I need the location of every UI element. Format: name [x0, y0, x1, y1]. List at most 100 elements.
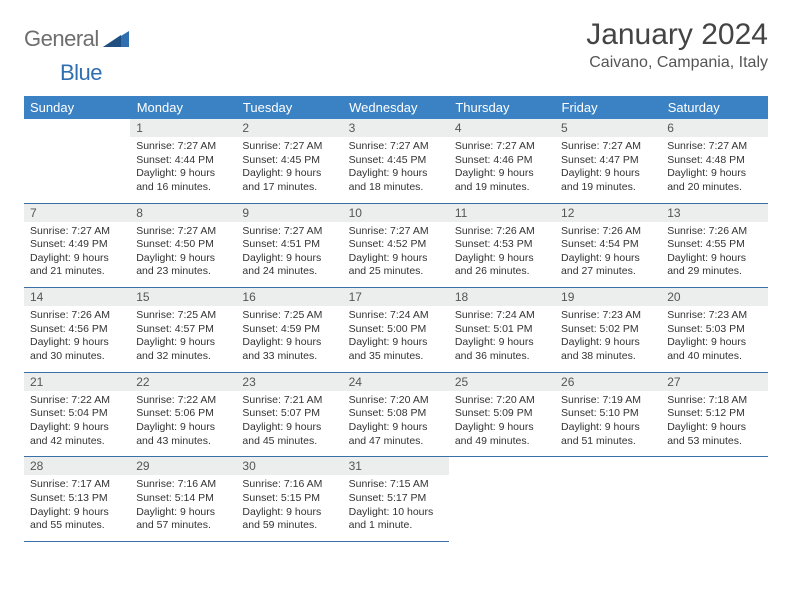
calendar-day-cell: 17Sunrise: 7:24 AMSunset: 5:00 PMDayligh… — [343, 288, 449, 373]
calendar-week-row: 21Sunrise: 7:22 AMSunset: 5:04 PMDayligh… — [24, 372, 768, 457]
calendar-day-cell: 3Sunrise: 7:27 AMSunset: 4:45 PMDaylight… — [343, 119, 449, 203]
day-number: 25 — [449, 373, 555, 391]
weekday-header: Saturday — [661, 96, 767, 119]
calendar-day-cell: 11Sunrise: 7:26 AMSunset: 4:53 PMDayligh… — [449, 203, 555, 288]
calendar-day-cell: . — [24, 119, 130, 203]
day-detail: Sunrise: 7:26 AMSunset: 4:56 PMDaylight:… — [24, 306, 130, 372]
day-detail: Sunrise: 7:26 AMSunset: 4:54 PMDaylight:… — [555, 222, 661, 288]
day-detail: Sunrise: 7:22 AMSunset: 5:04 PMDaylight:… — [24, 391, 130, 457]
day-detail: Sunrise: 7:26 AMSunset: 4:55 PMDaylight:… — [661, 222, 767, 288]
day-number: 23 — [236, 373, 342, 391]
weekday-header: Friday — [555, 96, 661, 119]
calendar-day-cell: 9Sunrise: 7:27 AMSunset: 4:51 PMDaylight… — [236, 203, 342, 288]
weekday-header-row: Sunday Monday Tuesday Wednesday Thursday… — [24, 96, 768, 119]
day-detail: Sunrise: 7:15 AMSunset: 5:17 PMDaylight:… — [343, 475, 449, 541]
calendar-day-cell — [555, 457, 661, 542]
weekday-header: Sunday — [24, 96, 130, 119]
calendar-day-cell: 22Sunrise: 7:22 AMSunset: 5:06 PMDayligh… — [130, 372, 236, 457]
calendar-day-cell: 10Sunrise: 7:27 AMSunset: 4:52 PMDayligh… — [343, 203, 449, 288]
weekday-header: Tuesday — [236, 96, 342, 119]
day-number: 5 — [555, 119, 661, 137]
calendar-day-cell: 29Sunrise: 7:16 AMSunset: 5:14 PMDayligh… — [130, 457, 236, 542]
calendar-day-cell: 6Sunrise: 7:27 AMSunset: 4:48 PMDaylight… — [661, 119, 767, 203]
calendar-day-cell: 27Sunrise: 7:18 AMSunset: 5:12 PMDayligh… — [661, 372, 767, 457]
day-number: 4 — [449, 119, 555, 137]
day-number: 21 — [24, 373, 130, 391]
day-number: 12 — [555, 204, 661, 222]
weekday-header: Wednesday — [343, 96, 449, 119]
day-number: 1 — [130, 119, 236, 137]
day-number: 20 — [661, 288, 767, 306]
day-detail: Sunrise: 7:27 AMSunset: 4:49 PMDaylight:… — [24, 222, 130, 288]
calendar-day-cell: 8Sunrise: 7:27 AMSunset: 4:50 PMDaylight… — [130, 203, 236, 288]
day-number: 22 — [130, 373, 236, 391]
day-detail: Sunrise: 7:25 AMSunset: 4:57 PMDaylight:… — [130, 306, 236, 372]
day-number: 15 — [130, 288, 236, 306]
day-number: 31 — [343, 457, 449, 475]
day-detail: Sunrise: 7:27 AMSunset: 4:45 PMDaylight:… — [236, 137, 342, 203]
logo: General — [24, 18, 131, 52]
calendar-day-cell: 19Sunrise: 7:23 AMSunset: 5:02 PMDayligh… — [555, 288, 661, 373]
day-detail: Sunrise: 7:27 AMSunset: 4:51 PMDaylight:… — [236, 222, 342, 288]
logo-text-general: General — [24, 26, 99, 52]
calendar-day-cell: 28Sunrise: 7:17 AMSunset: 5:13 PMDayligh… — [24, 457, 130, 542]
calendar-day-cell — [449, 457, 555, 542]
calendar-day-cell: 23Sunrise: 7:21 AMSunset: 5:07 PMDayligh… — [236, 372, 342, 457]
day-number: 6 — [661, 119, 767, 137]
calendar-day-cell: 16Sunrise: 7:25 AMSunset: 4:59 PMDayligh… — [236, 288, 342, 373]
day-number: 9 — [236, 204, 342, 222]
day-detail: Sunrise: 7:27 AMSunset: 4:46 PMDaylight:… — [449, 137, 555, 203]
calendar-day-cell: 31Sunrise: 7:15 AMSunset: 5:17 PMDayligh… — [343, 457, 449, 542]
calendar-day-cell: 24Sunrise: 7:20 AMSunset: 5:08 PMDayligh… — [343, 372, 449, 457]
day-detail: Sunrise: 7:16 AMSunset: 5:14 PMDaylight:… — [130, 475, 236, 541]
day-detail: Sunrise: 7:24 AMSunset: 5:01 PMDaylight:… — [449, 306, 555, 372]
calendar-week-row: .1Sunrise: 7:27 AMSunset: 4:44 PMDayligh… — [24, 119, 768, 203]
day-number: 14 — [24, 288, 130, 306]
day-detail: Sunrise: 7:27 AMSunset: 4:47 PMDaylight:… — [555, 137, 661, 203]
day-number: 13 — [661, 204, 767, 222]
calendar-day-cell: 21Sunrise: 7:22 AMSunset: 5:04 PMDayligh… — [24, 372, 130, 457]
calendar-week-row: 28Sunrise: 7:17 AMSunset: 5:13 PMDayligh… — [24, 457, 768, 542]
day-number: 19 — [555, 288, 661, 306]
day-number: 11 — [449, 204, 555, 222]
day-number: 26 — [555, 373, 661, 391]
day-number: 10 — [343, 204, 449, 222]
day-detail: Sunrise: 7:20 AMSunset: 5:09 PMDaylight:… — [449, 391, 555, 457]
logo-text-blue: Blue — [60, 60, 102, 86]
calendar-day-cell: 12Sunrise: 7:26 AMSunset: 4:54 PMDayligh… — [555, 203, 661, 288]
day-detail: Sunrise: 7:27 AMSunset: 4:48 PMDaylight:… — [661, 137, 767, 203]
calendar-day-cell: 30Sunrise: 7:16 AMSunset: 5:15 PMDayligh… — [236, 457, 342, 542]
day-detail: Sunrise: 7:18 AMSunset: 5:12 PMDaylight:… — [661, 391, 767, 457]
calendar-week-row: 14Sunrise: 7:26 AMSunset: 4:56 PMDayligh… — [24, 288, 768, 373]
day-detail: Sunrise: 7:23 AMSunset: 5:03 PMDaylight:… — [661, 306, 767, 372]
day-number: 18 — [449, 288, 555, 306]
day-detail: Sunrise: 7:20 AMSunset: 5:08 PMDaylight:… — [343, 391, 449, 457]
calendar-day-cell: 7Sunrise: 7:27 AMSunset: 4:49 PMDaylight… — [24, 203, 130, 288]
calendar-day-cell — [661, 457, 767, 542]
day-number: 8 — [130, 204, 236, 222]
day-detail: Sunrise: 7:25 AMSunset: 4:59 PMDaylight:… — [236, 306, 342, 372]
day-detail: Sunrise: 7:23 AMSunset: 5:02 PMDaylight:… — [555, 306, 661, 372]
day-number: 24 — [343, 373, 449, 391]
day-detail: Sunrise: 7:19 AMSunset: 5:10 PMDaylight:… — [555, 391, 661, 457]
calendar-day-cell: 25Sunrise: 7:20 AMSunset: 5:09 PMDayligh… — [449, 372, 555, 457]
calendar-day-cell: 13Sunrise: 7:26 AMSunset: 4:55 PMDayligh… — [661, 203, 767, 288]
page-title: January 2024 — [586, 18, 768, 52]
calendar-day-cell: 5Sunrise: 7:27 AMSunset: 4:47 PMDaylight… — [555, 119, 661, 203]
day-detail: Sunrise: 7:17 AMSunset: 5:13 PMDaylight:… — [24, 475, 130, 541]
day-detail: Sunrise: 7:16 AMSunset: 5:15 PMDaylight:… — [236, 475, 342, 541]
day-detail: Sunrise: 7:27 AMSunset: 4:44 PMDaylight:… — [130, 137, 236, 203]
calendar-day-cell: 1Sunrise: 7:27 AMSunset: 4:44 PMDaylight… — [130, 119, 236, 203]
day-detail: Sunrise: 7:27 AMSunset: 4:45 PMDaylight:… — [343, 137, 449, 203]
day-number: 2 — [236, 119, 342, 137]
calendar-day-cell: 20Sunrise: 7:23 AMSunset: 5:03 PMDayligh… — [661, 288, 767, 373]
location-subtitle: Caivano, Campania, Italy — [586, 54, 768, 72]
calendar-day-cell: 2Sunrise: 7:27 AMSunset: 4:45 PMDaylight… — [236, 119, 342, 203]
day-detail: Sunrise: 7:21 AMSunset: 5:07 PMDaylight:… — [236, 391, 342, 457]
day-detail: Sunrise: 7:22 AMSunset: 5:06 PMDaylight:… — [130, 391, 236, 457]
day-detail: Sunrise: 7:27 AMSunset: 4:52 PMDaylight:… — [343, 222, 449, 288]
day-number: 17 — [343, 288, 449, 306]
day-number: 16 — [236, 288, 342, 306]
calendar-day-cell: 4Sunrise: 7:27 AMSunset: 4:46 PMDaylight… — [449, 119, 555, 203]
day-number: 27 — [661, 373, 767, 391]
